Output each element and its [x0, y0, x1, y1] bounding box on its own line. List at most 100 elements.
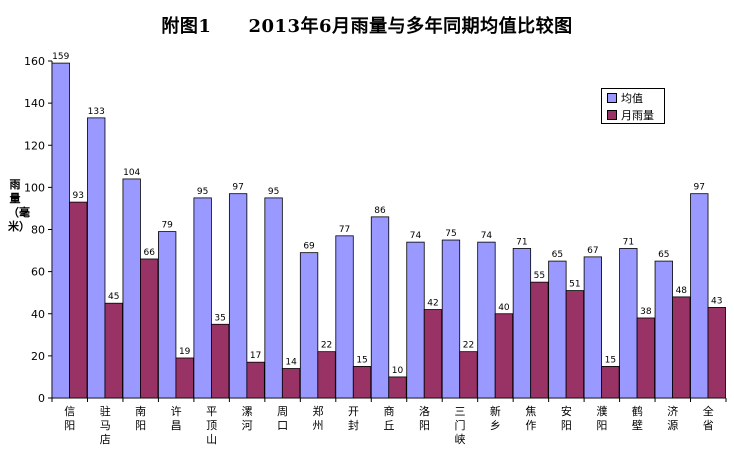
x-category-label: 漯河	[242, 405, 253, 432]
data-label-average: 97	[232, 183, 243, 193]
bar-monthly-rain	[459, 351, 478, 399]
bar-average	[583, 256, 603, 399]
data-label-average: 67	[587, 246, 598, 256]
x-category-label: 信阳	[64, 405, 75, 432]
data-label-monthly-rain: 48	[676, 286, 688, 296]
bar-average	[512, 248, 532, 399]
y-tick-label: 20	[31, 350, 45, 363]
bar-average	[51, 62, 70, 399]
data-label-average: 71	[623, 237, 634, 247]
data-label-average: 97	[694, 183, 705, 193]
x-category-label: 洛阳	[419, 404, 430, 432]
data-label-monthly-rain: 10	[392, 366, 404, 376]
bar-monthly-rain	[423, 309, 443, 399]
data-label-monthly-rain: 15	[605, 355, 616, 365]
bar-average	[193, 197, 212, 399]
bar-average	[441, 239, 461, 399]
bar-average	[228, 193, 248, 399]
data-label-average: 79	[161, 221, 173, 231]
legend-label-average: 均值	[621, 91, 643, 105]
bar-monthly-rain	[104, 302, 123, 399]
bar-monthly-rain	[601, 366, 620, 399]
data-label-average: 133	[88, 107, 105, 117]
bar-average	[122, 178, 141, 399]
x-category-label: 鹤壁	[632, 404, 643, 432]
data-label-monthly-rain: 93	[73, 191, 84, 201]
bar-monthly-rain	[530, 281, 549, 399]
data-label-average: 74	[410, 231, 422, 241]
x-category-label: 三门峡	[454, 405, 465, 446]
x-category-label: 新乡	[490, 404, 501, 432]
data-label-average: 69	[303, 242, 315, 252]
x-category-label: 安阳	[561, 404, 572, 432]
data-label-average: 77	[339, 225, 350, 235]
x-category-label: 商丘	[384, 404, 395, 432]
legend-swatch-average	[607, 92, 617, 103]
x-category-label: 全省	[703, 404, 714, 432]
data-label-average: 86	[374, 206, 386, 216]
bar-monthly-rain	[636, 317, 655, 399]
x-category-label: 周口	[277, 405, 288, 432]
x-category-label: 济源	[667, 404, 678, 432]
y-tick-label: 40	[31, 308, 45, 321]
bar-average	[370, 216, 390, 399]
bar-monthly-rain	[707, 307, 726, 399]
legend-label-monthly: 月雨量	[621, 108, 654, 122]
y-tick-label: 120	[24, 139, 45, 152]
bar-average	[158, 231, 177, 399]
x-category-label: 濮阳	[596, 404, 607, 432]
y-tick-label: 140	[24, 97, 45, 110]
x-category-label: 平顶山	[206, 405, 217, 446]
data-label-monthly-rain: 43	[711, 296, 722, 306]
bar-average	[335, 235, 354, 399]
data-label-average: 65	[658, 250, 669, 260]
bar-monthly-rain	[565, 290, 585, 399]
x-category-label: 开封	[348, 405, 359, 432]
bar-average	[477, 241, 496, 399]
y-tick-label: 160	[24, 55, 45, 68]
data-label-monthly-rain: 38	[640, 307, 652, 317]
bar-monthly-rain	[140, 258, 159, 399]
data-label-average: 74	[481, 231, 493, 241]
x-category-label: 许昌	[171, 405, 182, 432]
x-category-label: 驻马店	[100, 404, 111, 446]
data-label-average: 75	[445, 229, 456, 239]
y-tick-label: 100	[24, 181, 45, 194]
data-label-monthly-rain: 66	[143, 248, 155, 258]
data-label-monthly-rain: 35	[214, 313, 225, 323]
bar-monthly-rain	[281, 368, 301, 399]
legend-item-monthly: 月雨量	[602, 106, 664, 123]
bar-average	[619, 248, 638, 399]
legend-swatch-monthly	[607, 109, 617, 120]
bar-average	[690, 193, 709, 399]
data-label-monthly-rain: 51	[569, 280, 580, 290]
bar-monthly-rain	[69, 201, 88, 399]
data-label-monthly-rain: 22	[321, 341, 332, 351]
y-tick-label: 80	[31, 224, 45, 237]
data-label-average: 104	[123, 168, 140, 178]
x-category-label: 南阳	[135, 405, 146, 432]
x-category-label: 焦作	[525, 405, 536, 432]
data-label-average: 95	[197, 187, 208, 197]
data-label-average: 71	[516, 237, 527, 247]
data-label-monthly-rain: 40	[498, 303, 510, 313]
data-label-monthly-rain: 42	[427, 299, 438, 309]
legend-item-average: 均值	[602, 89, 664, 106]
chart-title: 附图1 2013年6月雨量与多年同期均值比较图	[161, 16, 573, 37]
data-label-monthly-rain: 55	[534, 271, 545, 281]
bar-monthly-rain	[672, 296, 691, 399]
bar-monthly-rain	[175, 357, 194, 399]
bar-monthly-rain	[388, 376, 407, 399]
bar-monthly-rain	[494, 313, 514, 399]
bar-monthly-rain	[210, 323, 230, 399]
bar-average	[654, 260, 673, 399]
x-category-label: 郑州	[313, 404, 324, 432]
data-label-average: 95	[268, 187, 279, 197]
bar-monthly-rain	[246, 361, 265, 399]
bar-monthly-rain	[352, 366, 372, 399]
data-label-monthly-rain: 15	[356, 355, 367, 365]
bar-average	[406, 241, 425, 399]
bar-monthly-rain	[317, 351, 336, 399]
data-label-monthly-rain: 14	[285, 358, 297, 368]
